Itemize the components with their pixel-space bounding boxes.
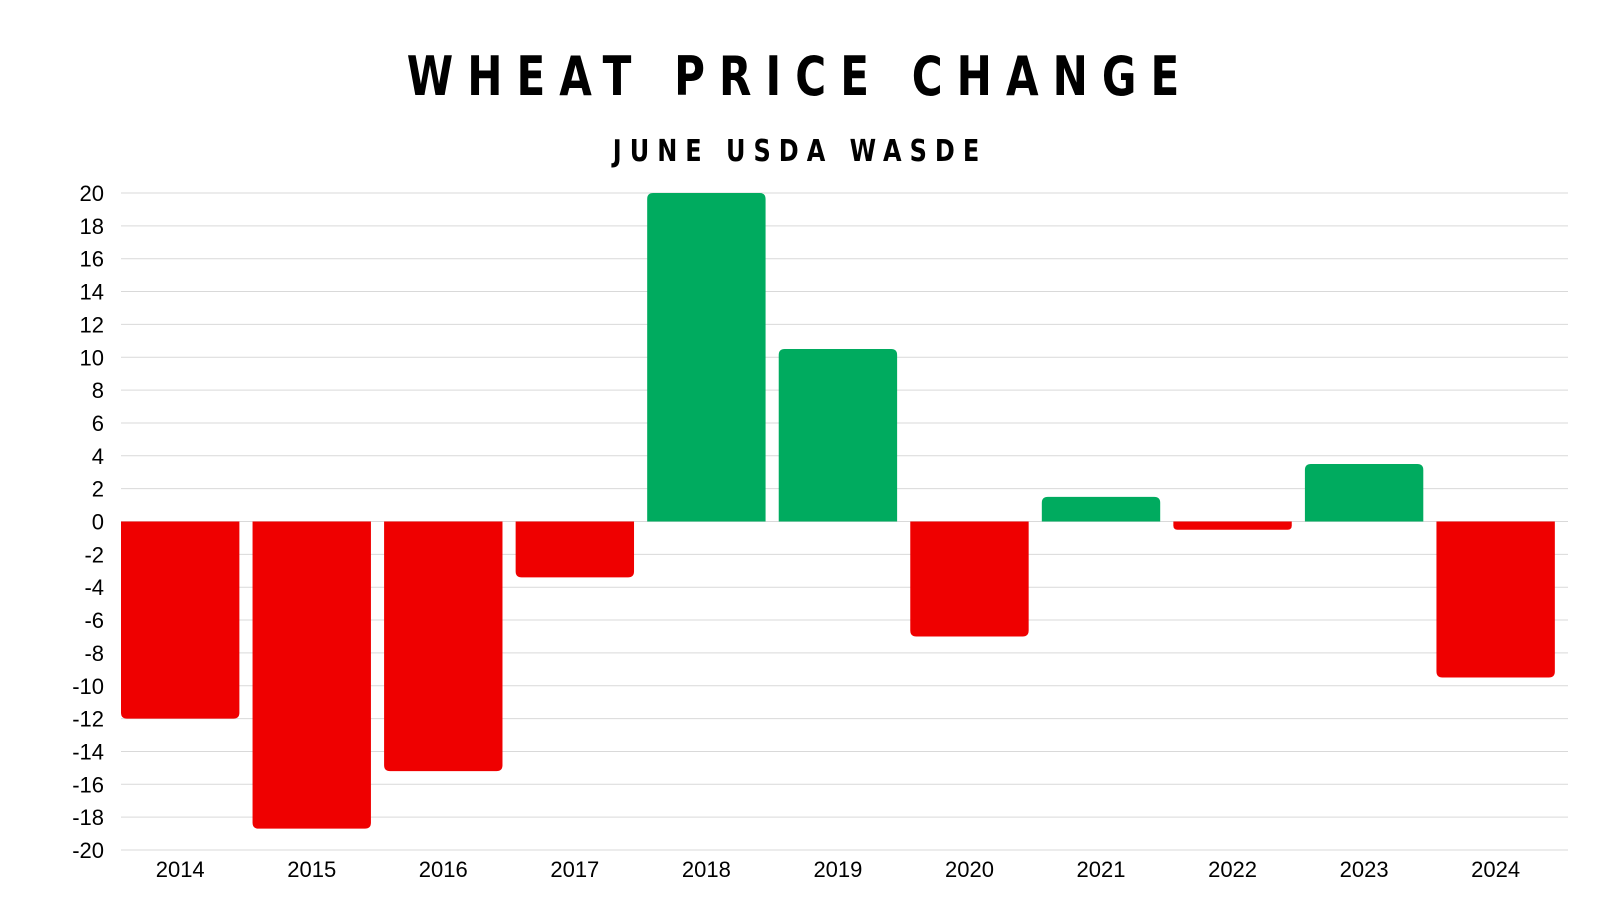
bar-2017 <box>515 521 635 578</box>
y-tick-label: 10 <box>80 345 104 370</box>
y-axis-tick-labels: 20181614121086420-2-4-6-8-10-12-14-16-18… <box>72 181 104 863</box>
x-tick-label: 2024 <box>1471 857 1520 882</box>
x-axis-tick-labels: 2014 2015 2016 2017 2018 2019 2020 2021 2022 2023… <box>156 857 1520 882</box>
chart-subtitle: JUNE USDA WASDE <box>612 134 988 169</box>
bar-2018 <box>647 193 766 522</box>
x-tick-label: 2014 <box>156 857 205 882</box>
y-tick-label: 20 <box>80 181 104 206</box>
x-tick-label: 2020 <box>945 857 994 882</box>
bar-2022 <box>1173 521 1292 530</box>
y-tick-label: -2 <box>84 542 104 567</box>
x-tick-label: 2017 <box>550 857 599 882</box>
y-tick-label: -20 <box>72 838 104 863</box>
y-tick-label: -16 <box>72 772 104 797</box>
bar-2021 <box>1041 496 1161 522</box>
y-tick-label: 2 <box>92 477 104 502</box>
y-tick-label: -8 <box>84 641 104 666</box>
y-tick-label: 0 <box>92 510 104 535</box>
y-tick-label: 6 <box>92 411 104 436</box>
y-tick-label: -4 <box>84 575 104 600</box>
chart-title: WHEAT PRICE CHANGE <box>406 45 1194 108</box>
bar-2014 <box>121 521 240 719</box>
bar-2019 <box>778 349 898 522</box>
y-tick-label: 16 <box>80 247 104 272</box>
y-tick-label: 8 <box>92 378 104 403</box>
bars <box>121 193 1555 829</box>
y-tick-label: 12 <box>80 312 104 337</box>
x-tick-label: 2016 <box>419 857 468 882</box>
x-tick-label: 2019 <box>813 857 862 882</box>
y-tick-label: -12 <box>72 707 104 732</box>
x-tick-label: 2015 <box>287 857 336 882</box>
y-tick-label: 14 <box>80 280 104 305</box>
y-tick-label: -18 <box>72 805 104 830</box>
bar-2023 <box>1304 464 1424 522</box>
y-tick-label: 4 <box>92 444 104 469</box>
x-tick-label: 2018 <box>682 857 731 882</box>
x-tick-label: 2023 <box>1340 857 1389 882</box>
y-tick-label: -6 <box>84 608 104 633</box>
y-tick-label: -10 <box>72 674 104 699</box>
bar-2016 <box>384 521 503 772</box>
x-tick-label: 2022 <box>1208 857 1257 882</box>
x-tick-label: 2021 <box>1077 857 1126 882</box>
bar-2020 <box>910 521 1029 637</box>
bar-2024 <box>1436 521 1555 678</box>
y-tick-label: 18 <box>80 214 104 239</box>
y-tick-label: -14 <box>72 739 104 764</box>
bar-2015 <box>252 521 371 829</box>
